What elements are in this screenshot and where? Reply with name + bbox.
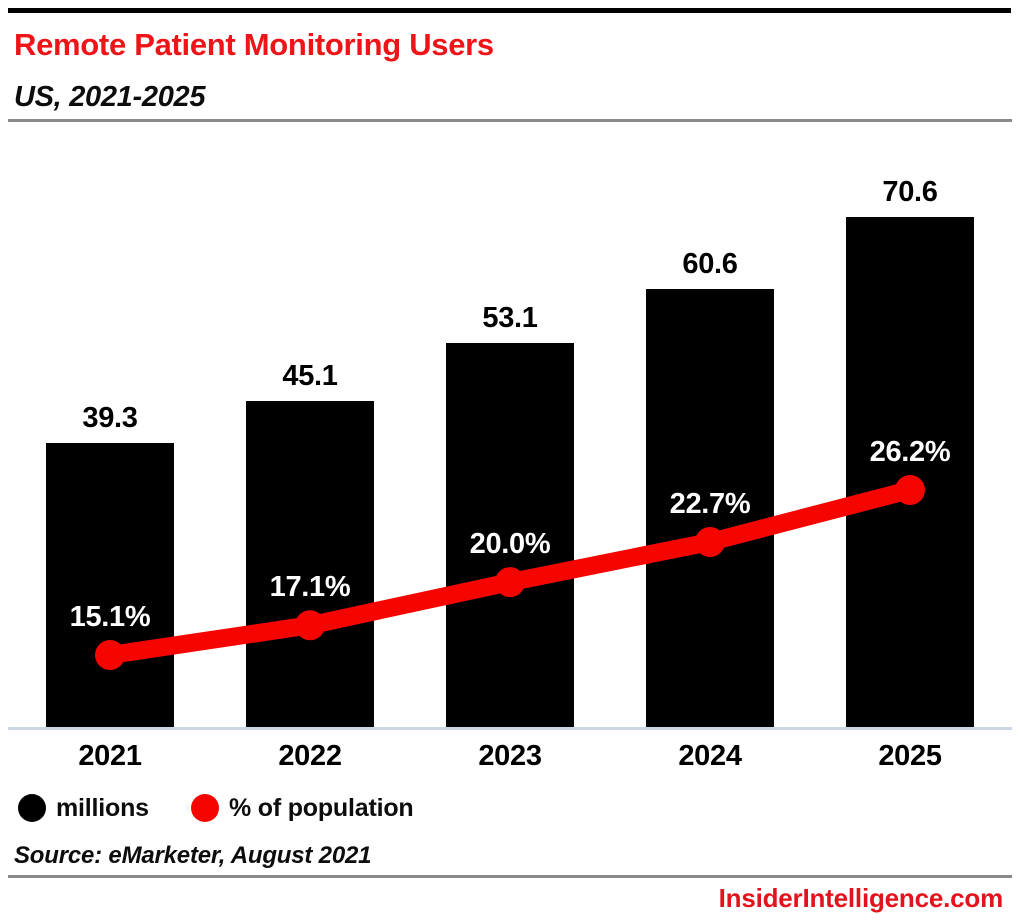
bar-2021: [46, 443, 174, 727]
chart-title: Remote Patient Monitoring Users: [14, 27, 494, 62]
chart-subtitle: US, 2021-2025: [14, 81, 206, 113]
x-axis-label-2025: 2025: [878, 740, 942, 772]
x-axis-baseline: [8, 727, 1012, 730]
legend-item-percent-of-population: % of population: [191, 793, 414, 823]
header-divider: [8, 119, 1012, 122]
top-rule: [8, 8, 1011, 13]
source-note: Source: eMarketer, August 2021: [14, 842, 372, 869]
bar-value-label-2024: 60.6: [682, 248, 738, 281]
legend-item-millions: millions: [18, 793, 149, 823]
x-axis-label-2022: 2022: [278, 740, 342, 772]
legend-label: millions: [56, 793, 149, 822]
bar-value-label-2025: 70.6: [882, 176, 938, 208]
footer-divider: [8, 875, 1012, 878]
legend-label: % of population: [229, 793, 414, 822]
percent-value-label-2023: 20.0%: [469, 528, 551, 561]
percent-value-label-2025: 26.2%: [869, 436, 951, 468]
x-axis-label-2024: 2024: [678, 740, 742, 772]
bar-value-label-2023: 53.1: [482, 302, 538, 335]
brand-link[interactable]: InsiderIntelligence.com: [718, 883, 1004, 913]
bar-value-label-2022: 45.1: [282, 360, 338, 393]
percent-value-label-2021: 15.1%: [69, 601, 151, 633]
legend-swatch-circle-red: [191, 794, 219, 822]
bar-2025: [846, 217, 974, 727]
legend-swatch-circle-black: [18, 794, 46, 822]
percent-value-label-2024: 22.7%: [669, 488, 751, 521]
percent-value-label-2022: 17.1%: [269, 571, 351, 604]
x-axis-label-2021: 2021: [78, 740, 142, 772]
bar-2022: [246, 401, 374, 727]
bar-value-label-2021: 39.3: [82, 402, 138, 435]
x-axis-label-2023: 2023: [478, 740, 542, 772]
